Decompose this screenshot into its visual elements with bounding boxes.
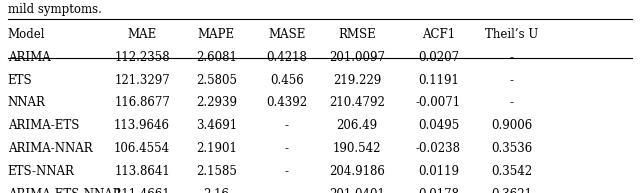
- Text: ARIMA-NNAR: ARIMA-NNAR: [8, 142, 92, 155]
- Text: -: -: [510, 96, 514, 109]
- Text: 2.16: 2.16: [204, 188, 229, 193]
- Text: 0.0119: 0.0119: [418, 165, 459, 178]
- Text: MAE: MAE: [127, 28, 157, 41]
- Text: -: -: [285, 165, 289, 178]
- Text: ARIMA: ARIMA: [8, 51, 51, 64]
- Text: 116.8677: 116.8677: [114, 96, 170, 109]
- Text: 219.229: 219.229: [333, 74, 381, 87]
- Text: 113.9646: 113.9646: [114, 119, 170, 132]
- Text: 2.1901: 2.1901: [196, 142, 237, 155]
- Text: 0.3621: 0.3621: [492, 188, 532, 193]
- Text: 0.4392: 0.4392: [266, 96, 307, 109]
- Text: 0.3536: 0.3536: [492, 142, 532, 155]
- Text: MAPE: MAPE: [198, 28, 235, 41]
- Text: -0.0238: -0.0238: [416, 142, 461, 155]
- Text: Theil’s U: Theil’s U: [485, 28, 539, 41]
- Text: -: -: [510, 74, 514, 87]
- Text: 2.1585: 2.1585: [196, 165, 237, 178]
- Text: ACF1: ACF1: [422, 28, 455, 41]
- Text: 210.4792: 210.4792: [329, 96, 385, 109]
- Text: ARIMA-ETS: ARIMA-ETS: [8, 119, 79, 132]
- Text: 2.5805: 2.5805: [196, 74, 237, 87]
- Text: ARIMA-ETS-NNAR: ARIMA-ETS-NNAR: [8, 188, 122, 193]
- Text: RMSE: RMSE: [339, 28, 376, 41]
- Text: 106.4554: 106.4554: [114, 142, 170, 155]
- Text: 3.4691: 3.4691: [196, 119, 237, 132]
- Text: 121.3297: 121.3297: [114, 74, 170, 87]
- Text: 112.2358: 112.2358: [115, 51, 170, 64]
- Text: NNAR: NNAR: [8, 96, 45, 109]
- Text: -: -: [285, 188, 289, 193]
- Text: 201.0401: 201.0401: [329, 188, 385, 193]
- Text: 0.3542: 0.3542: [492, 165, 532, 178]
- Text: 113.8641: 113.8641: [114, 165, 170, 178]
- Text: 0.456: 0.456: [270, 74, 303, 87]
- Text: 204.9186: 204.9186: [329, 165, 385, 178]
- Text: 0.4218: 0.4218: [266, 51, 307, 64]
- Text: 0.0178: 0.0178: [418, 188, 459, 193]
- Text: 2.6081: 2.6081: [196, 51, 237, 64]
- Text: 2.2939: 2.2939: [196, 96, 237, 109]
- Text: 0.9006: 0.9006: [492, 119, 532, 132]
- Text: 0.0495: 0.0495: [418, 119, 459, 132]
- Text: 111.4661: 111.4661: [114, 188, 170, 193]
- Text: -0.0071: -0.0071: [416, 96, 461, 109]
- Text: ETS-NNAR: ETS-NNAR: [8, 165, 74, 178]
- Text: -: -: [285, 142, 289, 155]
- Text: 201.0097: 201.0097: [329, 51, 385, 64]
- Text: 190.542: 190.542: [333, 142, 381, 155]
- Text: mild symptoms.: mild symptoms.: [8, 3, 102, 16]
- Text: MASE: MASE: [268, 28, 305, 41]
- Text: ETS: ETS: [8, 74, 32, 87]
- Text: 0.0207: 0.0207: [418, 51, 459, 64]
- Text: 206.49: 206.49: [337, 119, 378, 132]
- Text: -: -: [285, 119, 289, 132]
- Text: Model: Model: [8, 28, 45, 41]
- Text: 0.1191: 0.1191: [418, 74, 459, 87]
- Text: -: -: [510, 51, 514, 64]
